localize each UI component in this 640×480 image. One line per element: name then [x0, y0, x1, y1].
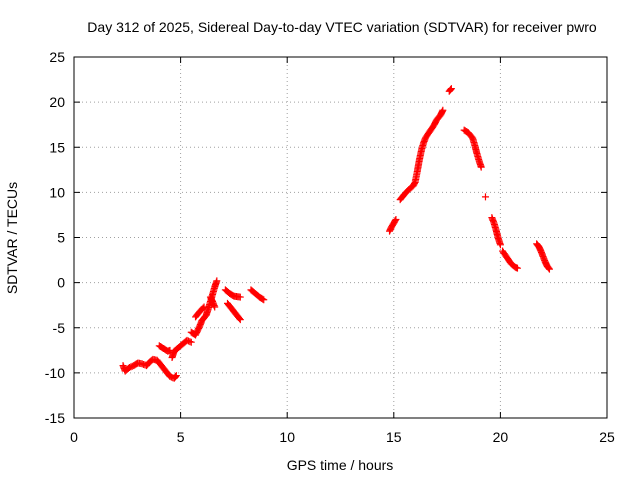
data-point	[545, 264, 553, 272]
data-point	[439, 106, 447, 114]
data-point	[496, 241, 504, 249]
x-tick-label: 15	[386, 429, 402, 445]
y-tick-label: 25	[49, 49, 65, 65]
data-point	[260, 296, 268, 304]
chart-title: Day 312 of 2025, Sidereal Day-to-day VTE…	[87, 19, 597, 35]
x-tick-label: 20	[493, 429, 509, 445]
data-point	[447, 85, 455, 93]
data-point	[392, 215, 400, 223]
data-point	[187, 338, 195, 346]
data-point	[513, 264, 521, 272]
data-point	[172, 372, 180, 380]
y-tick-label: 10	[49, 184, 65, 200]
data-point	[236, 293, 244, 301]
data-point	[259, 295, 267, 303]
x-tick-label: 5	[177, 429, 185, 445]
y-tick-label: 20	[49, 94, 65, 110]
y-tick-label: 15	[49, 139, 65, 155]
data-point	[200, 303, 208, 311]
x-tick-label: 10	[279, 429, 295, 445]
plot-frame	[73, 56, 608, 419]
x-tick-label: 25	[599, 429, 615, 445]
data-point	[235, 315, 243, 323]
data-point	[172, 372, 180, 380]
data-point	[447, 85, 455, 93]
data-point	[199, 304, 207, 312]
x-tick-label: 0	[70, 429, 78, 445]
data-point	[211, 303, 219, 311]
y-tick-label: 0	[57, 275, 65, 291]
data-point	[481, 193, 489, 201]
x-axis-label: GPS time / hours	[287, 457, 394, 473]
y-tick-label: -10	[45, 365, 65, 381]
y-axis-label: SDTVAR / TECUs	[4, 182, 20, 294]
x-axis-ticks: 0 5 10 15 20 25	[70, 57, 615, 445]
y-tick-label: -5	[53, 320, 66, 336]
data-point	[391, 217, 399, 225]
y-tick-label: 5	[57, 230, 65, 246]
data-point	[236, 316, 244, 324]
data-point	[545, 265, 553, 273]
data-point	[213, 277, 221, 285]
y-axis-ticks: -15 -10 -5 0 5 10 15 20 25	[45, 49, 607, 426]
grid-lines	[74, 57, 607, 418]
data-point	[186, 338, 194, 346]
y-tick-label: -15	[45, 410, 65, 426]
data-point	[477, 163, 485, 171]
data-point	[446, 86, 454, 94]
data-points	[119, 85, 553, 382]
